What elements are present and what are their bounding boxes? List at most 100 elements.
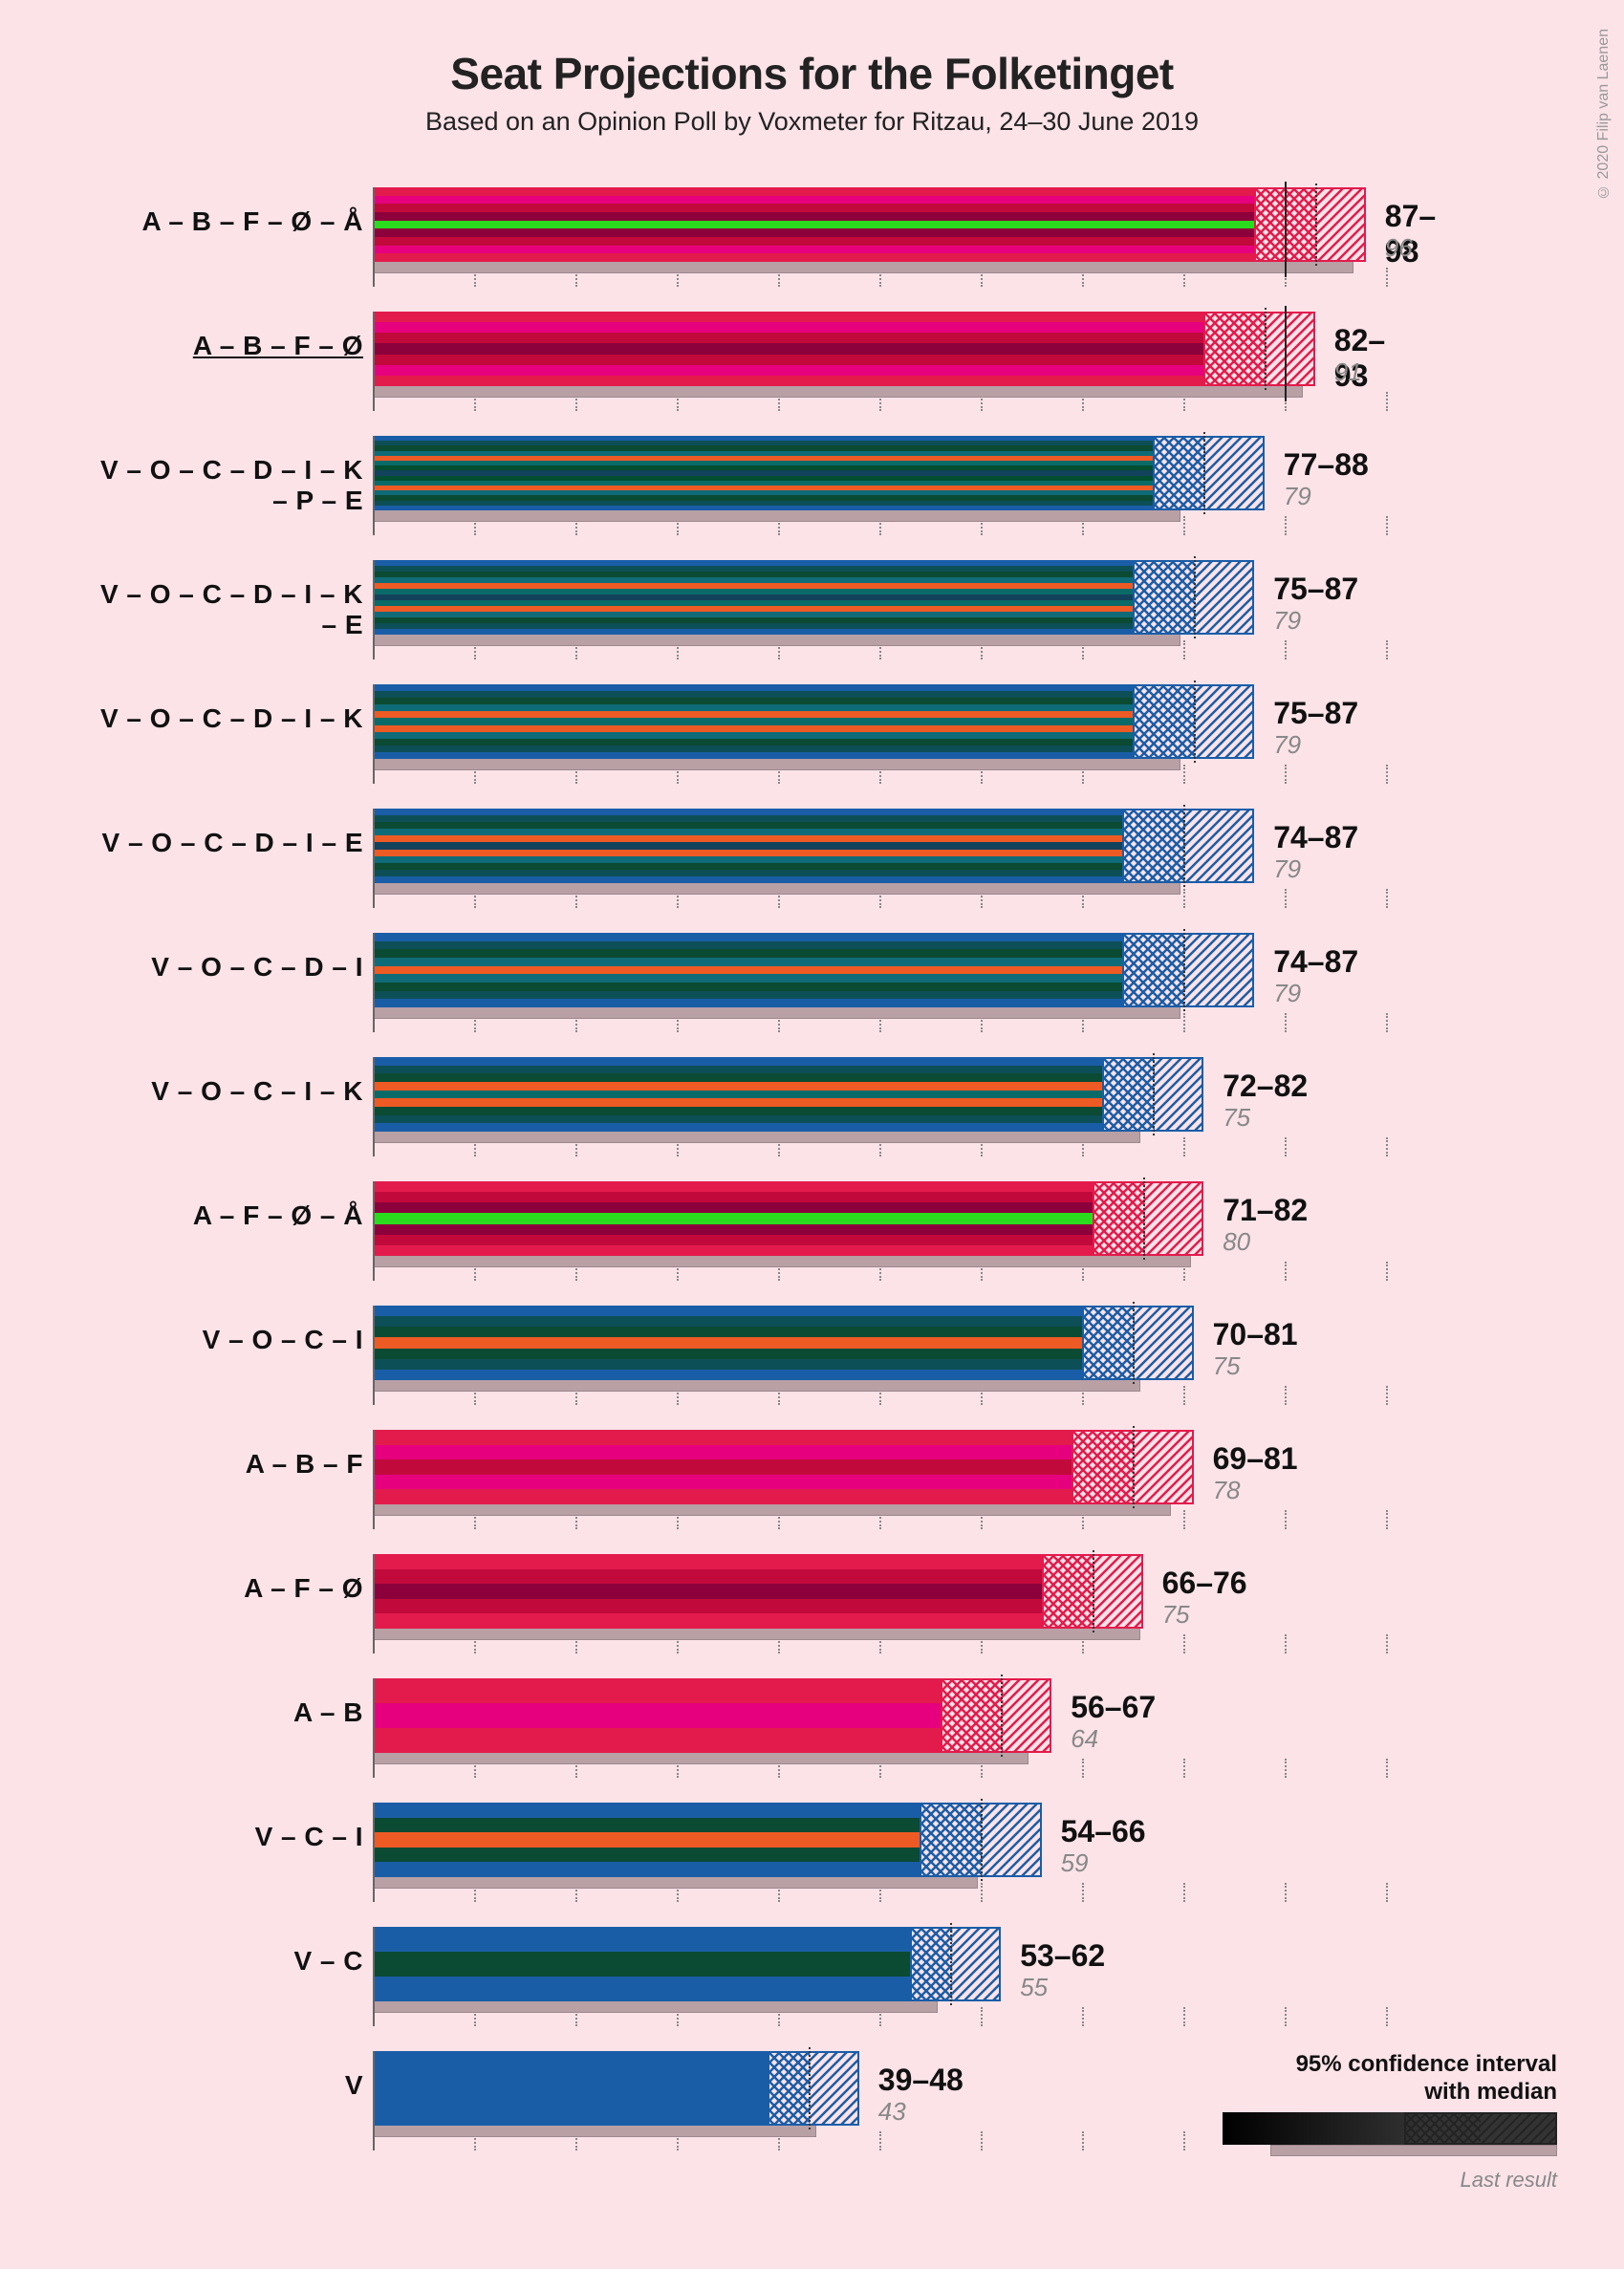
party-stripe — [373, 958, 1122, 966]
coalition-label: V – O – C – D – I – K — [86, 703, 363, 734]
party-stripe — [373, 228, 1254, 237]
party-stripe — [373, 1584, 1042, 1599]
coalition-row: V – O – C – I – K 72–8275 — [86, 1051, 1548, 1176]
coalition-row: V – O – C – D – I – K – P – E 77–8879 — [86, 430, 1548, 554]
gridline — [1183, 1759, 1185, 1778]
last-result-label: 79 — [1284, 482, 1311, 511]
confidence-interval — [910, 1927, 1001, 2001]
party-stripe — [373, 1569, 1042, 1585]
party-stripe — [373, 1213, 1093, 1223]
confidence-interval — [1203, 312, 1315, 386]
bar-zone: 56–6764 — [373, 1673, 1386, 1797]
range-label: 69–81 — [1213, 1441, 1298, 1477]
last-result-label: 78 — [1213, 1476, 1241, 1505]
range-label: 77–88 — [1284, 447, 1369, 483]
last-result-label: 96 — [1385, 233, 1413, 263]
party-stripe — [373, 365, 1203, 376]
gridline — [1386, 889, 1388, 908]
party-stripe — [373, 1803, 920, 1818]
coalition-row: A – B 56–6764 — [86, 1673, 1548, 1797]
gridline — [1082, 2131, 1084, 2150]
coalition-label: A – F – Ø – Å — [86, 1200, 363, 1231]
coalition-row: A – B – F – Ø 82–9391 — [86, 306, 1548, 430]
party-stripe — [373, 842, 1122, 849]
coalition-row: V – O – C – D – I 74–8779 — [86, 927, 1548, 1051]
legend-title: 95% confidence interval with median — [1203, 2051, 1557, 2107]
bar-zone: 69–8178 — [373, 1424, 1386, 1548]
party-stripe — [373, 1192, 1093, 1202]
party-stripe — [373, 732, 1133, 739]
party-stripe — [373, 941, 1122, 950]
party-stripe — [373, 322, 1203, 333]
last-result-label: 80 — [1223, 1227, 1250, 1257]
gridline — [1183, 516, 1185, 535]
chart-title: Seat Projections for the Folketinget — [0, 0, 1624, 99]
gridline — [1285, 1386, 1287, 1405]
median-line — [981, 1799, 983, 1881]
bar-zone: 77–8879 — [373, 430, 1386, 554]
coalition-row: A – B – F 69–8178 — [86, 1424, 1548, 1548]
last-result-label: 75 — [1162, 1600, 1190, 1630]
range-label: 56–67 — [1071, 1690, 1156, 1725]
last-result-shadow — [373, 1751, 1029, 1764]
gridline — [1386, 640, 1388, 659]
party-stripe — [373, 949, 1122, 958]
party-stripe — [373, 684, 1133, 691]
party-stripe — [373, 870, 1122, 876]
party-stripe — [373, 1306, 1082, 1316]
gridline — [373, 1430, 375, 1529]
last-result-shadow — [373, 1627, 1140, 1640]
gridline — [1183, 1386, 1185, 1405]
party-stripe — [373, 1927, 910, 1952]
bar-zone: 74–8779 — [373, 803, 1386, 927]
gridline — [1285, 516, 1287, 535]
gridline — [1386, 1883, 1388, 1902]
bar-zone: 75–8779 — [373, 554, 1386, 679]
party-stripe — [373, 835, 1122, 842]
party-stripe — [373, 1091, 1102, 1099]
gridline — [1285, 2007, 1287, 2026]
page: © 2020 Filip van Laenen Seat Projections… — [0, 0, 1624, 2269]
last-result-label: 79 — [1273, 854, 1301, 884]
bar-zone: 82–9391 — [373, 306, 1386, 430]
last-result-label: 79 — [1273, 606, 1301, 636]
last-result-label: 79 — [1273, 730, 1301, 760]
gridline — [1183, 1013, 1185, 1032]
party-stripe — [373, 1678, 941, 1703]
gridline — [1183, 765, 1185, 784]
party-stripe — [373, 253, 1254, 262]
median-line — [1001, 1675, 1003, 1757]
gridline — [1285, 640, 1287, 659]
last-result-shadow — [373, 508, 1180, 522]
party-stripe — [373, 1459, 1072, 1475]
bar-zone: 66–7675 — [373, 1548, 1386, 1673]
gridline — [373, 1554, 375, 1653]
confidence-interval — [1122, 933, 1254, 1007]
party-stripe — [373, 1952, 910, 1977]
range-label: 66–76 — [1162, 1566, 1247, 1601]
bar-zone: 72–8275 — [373, 1051, 1386, 1176]
median-line — [809, 2047, 811, 2129]
party-stripe — [373, 1337, 1082, 1348]
gridline — [1285, 765, 1287, 784]
gridline — [1183, 1634, 1185, 1653]
chart-area: A – B – F – Ø – Å 87–9896A – B – F – Ø 8… — [86, 182, 1548, 2170]
party-stripe — [373, 1359, 1082, 1370]
last-result-label: 75 — [1223, 1103, 1250, 1133]
party-stripe — [373, 718, 1133, 724]
party-stripe — [373, 999, 1122, 1007]
party-stripe — [373, 746, 1133, 752]
coalition-row: V – O – C – I 70–8175 — [86, 1300, 1548, 1424]
party-stripe — [373, 1327, 1082, 1337]
party-stripe — [373, 829, 1122, 835]
party-stripe — [373, 739, 1133, 746]
party-stripe — [373, 1073, 1102, 1082]
bar-zone: 75–8779 — [373, 679, 1386, 803]
bar-zone: 53–6255 — [373, 1921, 1386, 2045]
party-stripe — [373, 629, 1133, 635]
party-stripe — [373, 933, 1122, 941]
last-result-label: 79 — [1273, 979, 1301, 1008]
party-stripe — [373, 1107, 1102, 1115]
legend-line1: 95% confidence interval — [1296, 2051, 1557, 2077]
confidence-interval — [1082, 1306, 1194, 1380]
